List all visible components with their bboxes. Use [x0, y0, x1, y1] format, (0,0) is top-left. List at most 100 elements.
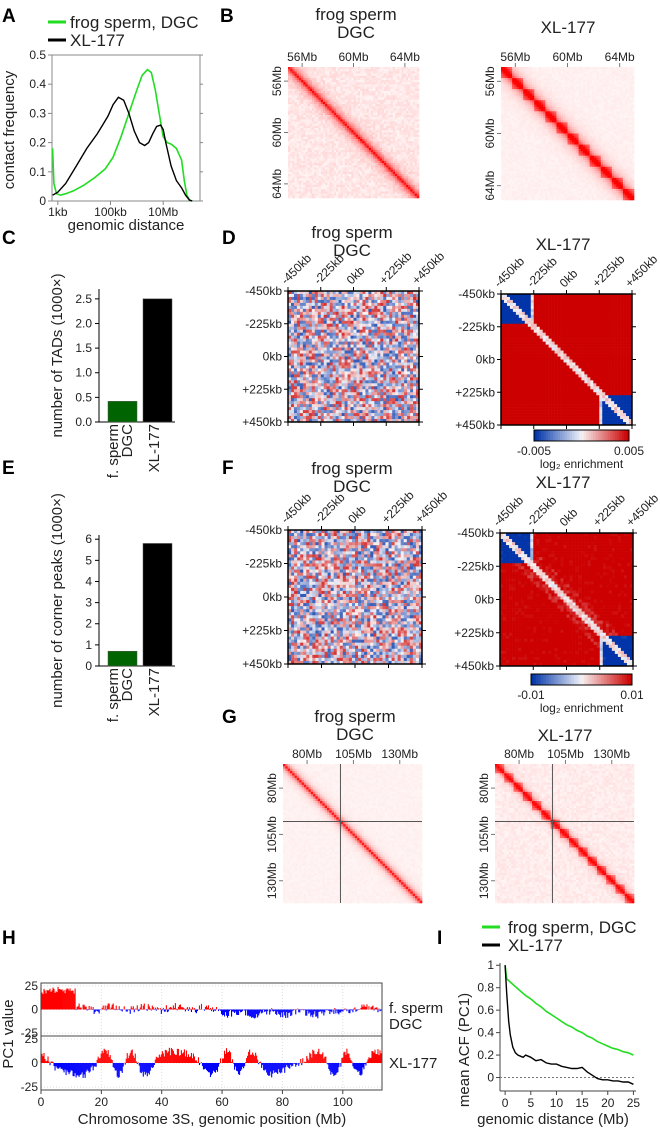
heatmap-cell: [301, 174, 303, 176]
heatmap-cell: [397, 189, 399, 191]
heatmap-cell: [375, 111, 377, 113]
heatmap-cell: [410, 163, 412, 165]
heatmap-cell: [510, 71, 513, 74]
heatmap-cell: [358, 178, 360, 180]
heatmap-cell: [351, 117, 353, 119]
heatmap-cell: [378, 108, 380, 110]
heatmap-cell: [408, 106, 410, 108]
heatmap-cell: [301, 106, 303, 108]
heatmap-cell: [583, 67, 586, 70]
heatmap-cell: [543, 71, 546, 74]
heatmap-cell: [297, 126, 299, 128]
heatmap-cell: [351, 185, 353, 187]
heatmap-cell: [321, 128, 323, 130]
heatmap-cell: [334, 191, 336, 193]
heatmap-cell: [601, 111, 604, 114]
heatmap-cell: [312, 69, 314, 71]
heatmap-cell: [386, 150, 388, 152]
heatmap-cell: [563, 107, 566, 110]
heatmap-cell: [505, 109, 508, 112]
heatmap-cell: [417, 124, 419, 126]
heatmap-cell: [299, 133, 301, 135]
heatmap-cell: [362, 102, 364, 104]
heatmap-cell: [397, 91, 399, 93]
heatmap-cell: [601, 98, 604, 101]
heatmap-cell: [319, 148, 321, 150]
heatmap-cell: [373, 185, 375, 187]
ytick-label-a: 0: [39, 194, 46, 208]
heatmap-cell: [579, 105, 582, 108]
heatmap-cell: [574, 111, 577, 114]
heatmap-cell: [406, 102, 408, 104]
heatmap-cell: [371, 172, 373, 174]
heatmap-cell: [354, 95, 356, 97]
heatmap-cell: [585, 69, 588, 72]
heatmap-cell: [351, 143, 353, 145]
heatmap-cell: [316, 172, 318, 174]
heatmap-cell: [395, 89, 397, 91]
heatmap-cell: [329, 170, 331, 172]
heatmap-cell: [607, 89, 610, 92]
heatmap-cell: [378, 102, 380, 104]
heatmap-cell: [371, 152, 373, 154]
heatmap-cell: [292, 98, 294, 100]
heatmap-cell: [314, 170, 316, 172]
heatmap-cell: [332, 108, 334, 110]
heatmap-cell: [621, 74, 624, 77]
heatmap-cell: [384, 185, 386, 187]
heatmap-cell: [632, 76, 635, 79]
heatmap-cell: [592, 78, 595, 81]
heatmap-cell: [501, 105, 504, 108]
heatmap-cell: [349, 152, 351, 154]
heatmap-cell: [380, 111, 382, 113]
heatmap-cell: [412, 154, 414, 156]
heatmap-cell: [402, 82, 404, 84]
heatmap-cell: [417, 122, 419, 124]
heatmap-cell: [378, 113, 380, 115]
heatmap-cell: [305, 106, 307, 108]
heatmap-cell: [556, 96, 559, 99]
heatmap-cell: [545, 107, 548, 110]
heatmap-cell: [338, 122, 340, 124]
heatmap-cell: [327, 98, 329, 100]
heatmap-cell: [338, 189, 340, 191]
heatmap-cell: [541, 85, 544, 88]
heatmap-cell: [399, 161, 401, 163]
heatmap-cell: [378, 74, 380, 76]
heatmap-cell: [305, 80, 307, 82]
heatmap-cell: [332, 183, 334, 185]
heatmap-cell: [579, 89, 582, 92]
heatmap-cell: [415, 124, 417, 126]
heatmap-cell: [616, 76, 619, 79]
heatmap-cell: [288, 172, 290, 174]
heatmap-cell: [292, 161, 294, 163]
heatmap-cell: [299, 181, 301, 183]
heatmap-cell: [338, 170, 340, 172]
heatmap-cell: [505, 67, 508, 70]
heatmap-cell: [386, 185, 388, 187]
heatmap-cell: [356, 111, 358, 113]
heatmap-cell: [417, 74, 419, 76]
heatmap-cell: [380, 174, 382, 176]
heatmap-cell: [332, 181, 334, 183]
heatmap-cell: [410, 124, 412, 126]
heatmap-cell: [354, 74, 356, 76]
heatmap-cell: [532, 114, 535, 117]
heatmap-cell: [332, 98, 334, 100]
heatmap-cell: [501, 100, 504, 103]
heatmap-cell: [290, 111, 292, 113]
heatmap-cell: [369, 183, 371, 185]
heatmap-cell: [623, 100, 626, 103]
heatmap-cell: [299, 119, 301, 121]
heatmap-cell: [382, 152, 384, 154]
heatmap-cell: [373, 150, 375, 152]
heatmap-cell: [301, 139, 303, 141]
heatmap-cell: [375, 89, 377, 91]
heatmap-cell: [321, 84, 323, 86]
heatmap-cell: [412, 189, 414, 191]
heatmap-cell: [354, 122, 356, 124]
heatmap-cell: [625, 85, 628, 88]
heatmap-cell: [554, 111, 557, 114]
heatmap-cell: [568, 87, 571, 90]
heatmap-cell: [514, 94, 517, 97]
